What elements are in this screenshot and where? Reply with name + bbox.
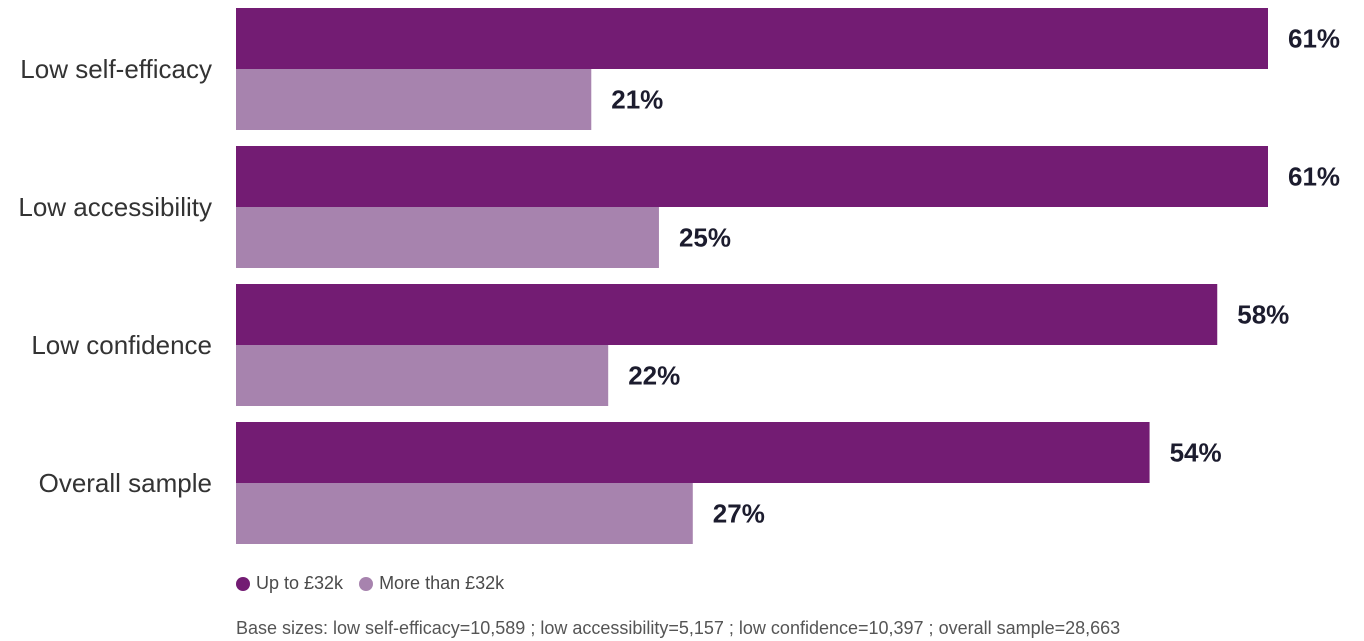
category-label-low-self-efficacy: Low self-efficacy — [20, 54, 212, 84]
value-label-low-self-efficacy-more-than-32k: 21% — [611, 85, 663, 115]
value-label-low-self-efficacy-up-to-32k: 61% — [1288, 24, 1340, 54]
value-label-overall-sample-up-to-32k: 54% — [1170, 438, 1222, 468]
legend-item-up-to-32k: Up to £32k — [236, 573, 343, 594]
bar-low-confidence-more-than-32k — [236, 345, 609, 406]
value-label-low-confidence-up-to-32k: 58% — [1237, 300, 1289, 330]
bar-low-self-efficacy-more-than-32k — [236, 69, 592, 130]
category-label-overall-sample: Overall sample — [39, 468, 212, 498]
bar-overall-sample-more-than-32k — [236, 483, 693, 544]
value-label-low-accessibility-up-to-32k: 61% — [1288, 162, 1340, 192]
category-label-low-accessibility: Low accessibility — [18, 192, 212, 222]
legend-swatch-more-than-32k — [359, 576, 374, 591]
chart-legend: Up to £32k More than £32k — [236, 573, 504, 594]
base-sizes-footnote: Base sizes: low self-efficacy=10,589 ; l… — [236, 618, 1121, 638]
legend-label-up-to-32k: Up to £32k — [256, 573, 344, 593]
bar-low-accessibility-up-to-32k — [236, 146, 1268, 207]
value-label-low-confidence-more-than-32k: 22% — [628, 361, 680, 391]
value-label-low-accessibility-more-than-32k: 25% — [679, 223, 731, 253]
bar-overall-sample-up-to-32k — [236, 422, 1150, 483]
bar-chart: Low self-efficacy 61% 21% Low accessibility… — [18, 8, 1340, 544]
category-label-low-confidence: Low confidence — [31, 330, 212, 360]
bar-low-self-efficacy-up-to-32k — [236, 8, 1268, 69]
bar-low-confidence-up-to-32k — [236, 284, 1218, 345]
legend-swatch-up-to-32k — [236, 576, 250, 591]
legend-item-more-than-32k: More than £32k — [359, 573, 504, 594]
legend-label-more-than-32k: More than £32k — [379, 573, 505, 593]
bar-low-accessibility-more-than-32k — [236, 207, 659, 268]
value-label-overall-sample-more-than-32k: 27% — [713, 499, 765, 529]
